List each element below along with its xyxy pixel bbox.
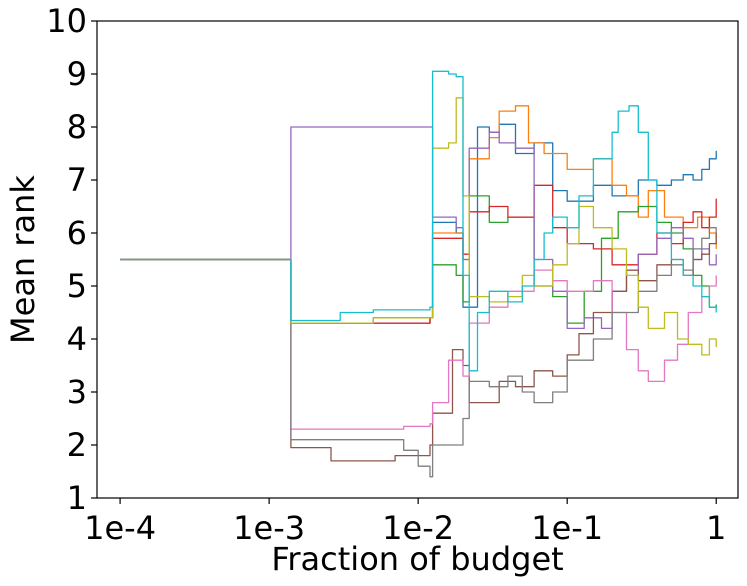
plot-frame xyxy=(96,20,739,499)
series-line-10 xyxy=(120,70,717,372)
x-tick-label: 1e-2 xyxy=(382,509,454,547)
y-tick-label: 3 xyxy=(67,373,87,411)
y-tick-label: 8 xyxy=(67,108,87,146)
series-line-1 xyxy=(120,123,717,324)
series-line-9 xyxy=(120,97,717,356)
y-tick-label: 5 xyxy=(67,267,87,305)
y-tick-label: 6 xyxy=(67,214,87,252)
y-tick-label: 7 xyxy=(67,161,87,199)
series-lines xyxy=(120,70,717,478)
y-tick-label: 10 xyxy=(46,2,87,40)
x-tick-label: 1 xyxy=(706,509,726,547)
x-tick-label: 1e-4 xyxy=(84,509,156,547)
x-axis-label: Fraction of budget xyxy=(271,540,563,578)
y-tick-label: 1 xyxy=(67,479,87,517)
x-tick-label: 1e-1 xyxy=(531,509,603,547)
x-axis-ticks: 1e-4 1e-3 1e-2 1e-1 1 xyxy=(84,498,726,547)
x-tick-label: 1e-3 xyxy=(233,509,305,547)
series-line-5 xyxy=(120,126,717,330)
y-tick-label: 2 xyxy=(67,426,87,464)
y-axis-label: Mean rank xyxy=(4,175,42,344)
y-tick-label: 9 xyxy=(67,55,87,93)
series-line-2 xyxy=(120,105,717,324)
y-axis-ticks: 1 2 3 4 5 6 7 8 9 10 xyxy=(46,2,97,517)
y-tick-label: 4 xyxy=(67,320,87,358)
